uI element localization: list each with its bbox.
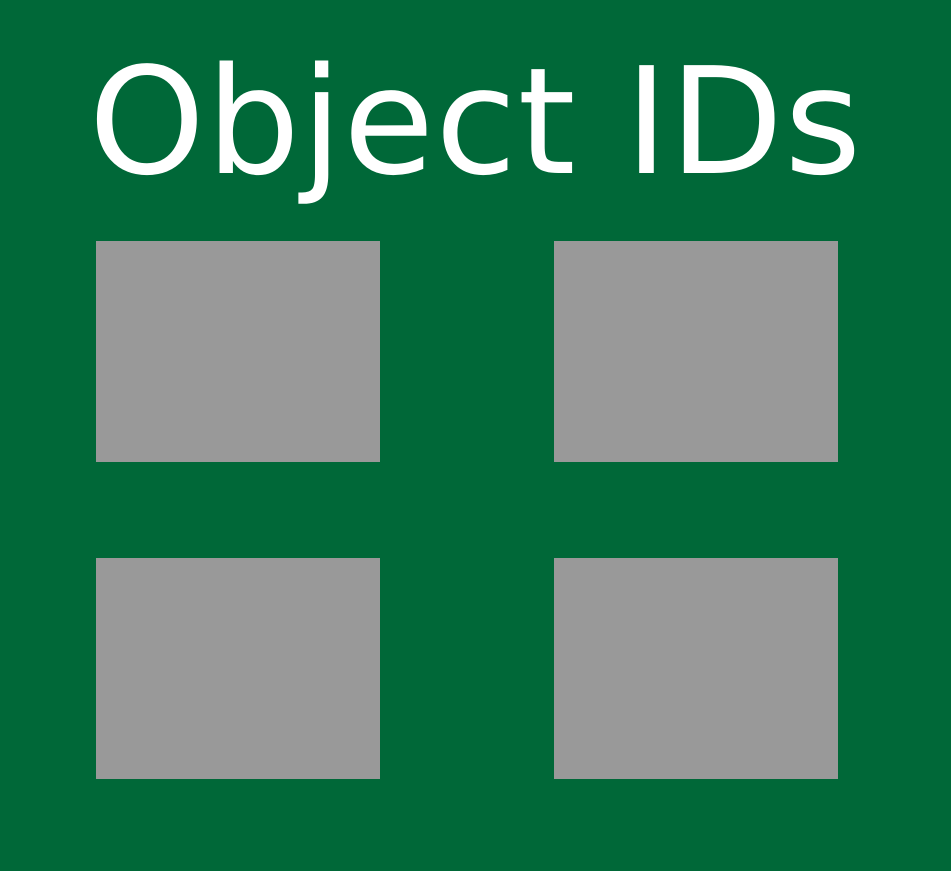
placeholder-tile-top-right	[554, 241, 838, 462]
page-title: Object IDs	[88, 36, 863, 208]
placeholder-tile-top-left	[96, 241, 380, 462]
placeholder-tile-bottom-left	[96, 558, 380, 779]
placeholder-tile-bottom-right	[554, 558, 838, 779]
